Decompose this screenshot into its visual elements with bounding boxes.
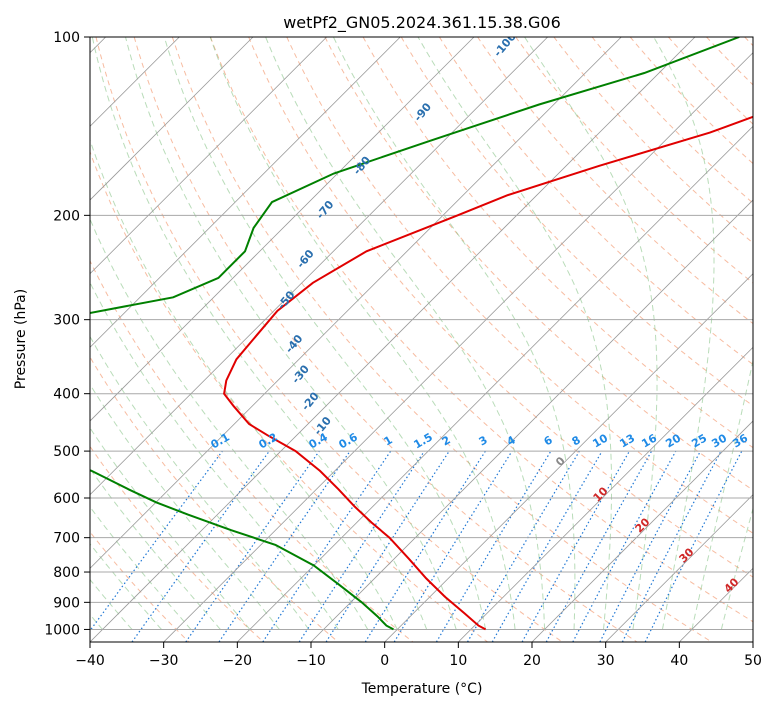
moist-adiabat-line (90, 467, 221, 630)
y-axis-title: Pressure (hPa) (13, 289, 29, 389)
moist-adiabat-line (524, 37, 658, 630)
moist-adiabat-line (163, 37, 487, 630)
moist-adiabat-line (90, 138, 398, 630)
isotherm-line (384, 273, 753, 642)
y-tick-label: 1000 (44, 622, 80, 638)
mixing-ratio-line (521, 450, 631, 642)
mixing-ratio-line (298, 450, 425, 642)
isotherm-line (90, 37, 401, 348)
dry-adiabat-line (171, 37, 712, 642)
mixing-ratio-line (644, 450, 743, 642)
mixing-ratio-line (185, 450, 320, 642)
x-tick-label: 0 (380, 653, 389, 669)
plot-frame (89, 36, 754, 643)
moist-adiabat-line (90, 542, 162, 630)
moist-adiabat-line (720, 506, 753, 630)
x-tick-label: −30 (149, 653, 179, 669)
isotherm-line (310, 199, 753, 642)
y-tick-label: 100 (53, 30, 80, 46)
y-tick-label: 800 (53, 565, 80, 581)
y-tick-label: 600 (53, 491, 80, 507)
x-axis-title: Temperature (°C) (361, 681, 483, 697)
dry-adiabat-line (90, 259, 414, 642)
isotherm-line (605, 494, 753, 642)
moist-adiabat-line (209, 37, 516, 630)
x-tick-label: 40 (670, 653, 688, 669)
dry-adiabat-line (95, 37, 563, 642)
x-tick-label: −40 (75, 653, 105, 669)
dry-adiabat-line (248, 37, 753, 578)
mixing-ratio-line (393, 450, 513, 642)
mixing-ratio-line (131, 450, 270, 642)
moist-adiabat-line (90, 427, 251, 630)
profile-series (90, 37, 753, 631)
isotherm-line (752, 641, 753, 642)
dry-adiabat-line (438, 37, 753, 366)
isotherm-line (458, 346, 753, 642)
moist-adiabat-line (265, 37, 546, 630)
isotherm-line (90, 37, 622, 569)
isotherm-line (531, 420, 753, 642)
plot-area (90, 37, 753, 642)
x-tick-label: 20 (523, 653, 541, 669)
mixing-ratio-line (572, 450, 677, 642)
moist-adiabat-line (691, 358, 753, 630)
moist-adiabat-line (90, 335, 310, 630)
x-tick-label: −10 (296, 653, 326, 669)
dry-adiabat-line (90, 445, 264, 642)
moist-adiabat-line (90, 383, 280, 630)
isotherm-line (90, 37, 548, 496)
y-tick-label: 700 (53, 531, 80, 547)
mixing-ratio-line (262, 450, 392, 642)
moist-adiabat-line (90, 281, 339, 630)
y-tick-label: 200 (53, 208, 80, 224)
isotherm-line (90, 37, 254, 201)
dry-adiabat-line (591, 37, 753, 204)
moist-adiabat-line (90, 578, 133, 630)
dry-adiabat-line (400, 37, 753, 407)
mixing-ratio-line (218, 450, 351, 642)
x-tick-label: 50 (744, 653, 762, 669)
x-tick-label: −20 (223, 653, 253, 669)
chart-title: wetPf2_GN05.2024.361.15.38.G06 (283, 13, 561, 33)
moist-adiabat-line (90, 217, 369, 630)
x-axis-ticks: −40 −30 −20 −10 0 10 20 30 40 50 (75, 642, 762, 669)
moist-adiabat-line (91, 37, 428, 630)
dry-adiabat-line (210, 37, 753, 623)
isotherm-line (90, 37, 475, 422)
dry-adiabat-line (362, 37, 753, 449)
moist-adiabat-line (417, 37, 612, 630)
thermo-background-lines (90, 37, 753, 642)
dry-adiabat-line (515, 37, 753, 284)
isotherm-line (237, 125, 753, 642)
dry-adiabat-line (477, 37, 753, 325)
dry-adiabat-line (629, 37, 753, 165)
y-tick-label: 300 (53, 313, 80, 329)
moist-adiabat-line (653, 37, 715, 630)
y-tick-label: 400 (53, 387, 80, 403)
dry-adiabat-line (133, 37, 638, 642)
dry-adiabat-line (90, 531, 190, 642)
x-tick-label: 30 (597, 653, 615, 669)
mixing-ratio-line (90, 450, 223, 632)
profile-line-2 (90, 37, 740, 631)
mixing-ratio-line (545, 450, 653, 642)
x-tick-label: 10 (449, 653, 467, 669)
moist-adiabat-line (90, 506, 192, 630)
isotherm-line (90, 37, 327, 275)
moist-adiabat-line (125, 37, 457, 630)
isotherm-line (90, 37, 696, 642)
y-tick-label: 900 (53, 595, 80, 611)
y-tick-label: 500 (53, 444, 80, 460)
profile-line-1 (223, 115, 753, 631)
y-axis-ticks: 100 200 300 400 500 600 700 800 900 1000 (44, 30, 90, 638)
mixing-ratio-line (325, 450, 450, 642)
